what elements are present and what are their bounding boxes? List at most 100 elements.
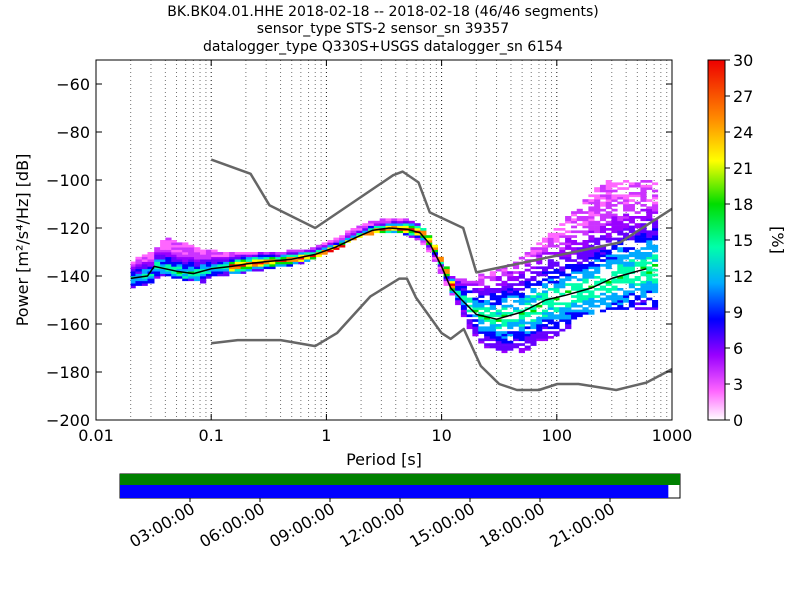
- histogram-cell: [466, 326, 473, 330]
- histogram-cell: [263, 261, 270, 265]
- histogram-cell: [547, 302, 554, 306]
- histogram-cell: [576, 278, 583, 282]
- histogram-cell: [605, 280, 612, 284]
- histogram-cell: [605, 302, 612, 306]
- histogram-cell: [245, 259, 253, 262]
- histogram-cell: [628, 204, 635, 207]
- histogram-cell: [292, 261, 299, 265]
- histogram-cell: [536, 280, 543, 284]
- histogram-cell: [617, 297, 624, 301]
- histogram-cell: [211, 259, 218, 262]
- histogram-cell: [623, 295, 630, 298]
- histogram-cell: [617, 276, 624, 279]
- histogram-cell: [652, 237, 659, 241]
- histogram-cell: [617, 247, 624, 250]
- histogram-cell: [617, 216, 624, 219]
- histogram-cell: [628, 218, 635, 222]
- histogram-cell: [617, 268, 624, 272]
- time-axis-ticks: 03:00:0006:00:0009:00:0012:00:0015:00:00…: [126, 498, 618, 551]
- histogram-cell: [286, 259, 294, 262]
- histogram-cell: [460, 314, 467, 318]
- histogram-cell: [576, 297, 583, 301]
- histogram-cell: [524, 333, 531, 337]
- histogram-cell: [402, 218, 409, 222]
- histogram-cell: [594, 230, 601, 234]
- histogram-cell: [507, 292, 514, 296]
- histogram-cell: [634, 254, 641, 258]
- histogram-cell: [611, 220, 618, 224]
- histogram-cell: [147, 261, 155, 265]
- histogram-cell: [611, 300, 618, 303]
- histogram-cell: [571, 271, 578, 274]
- histogram-cell: [605, 295, 612, 298]
- histogram-cell: [501, 350, 508, 354]
- histogram-cell: [594, 237, 601, 241]
- histogram-cell: [205, 259, 212, 262]
- histogram-cell: [135, 273, 143, 277]
- histogram-cell: [542, 331, 549, 334]
- histogram-cell: [484, 288, 491, 291]
- histogram-cell: [571, 259, 578, 262]
- histogram-cell: [414, 225, 421, 229]
- histogram-cell: [588, 244, 595, 248]
- histogram-cell: [588, 225, 595, 229]
- histogram-cell: [460, 278, 467, 282]
- histogram-cell: [495, 348, 502, 351]
- histogram-cell: [547, 331, 554, 334]
- histogram-cell: [472, 283, 479, 286]
- histogram-cell: [547, 264, 554, 267]
- histogram-cell: [489, 345, 497, 349]
- histogram-cell: [472, 309, 479, 313]
- histogram-cell: [524, 312, 531, 315]
- histogram-cell: [559, 280, 566, 284]
- histogram-cell: [588, 309, 595, 313]
- histogram-cell: [449, 276, 456, 279]
- histogram-cell: [628, 199, 635, 202]
- histogram-cell: [518, 328, 525, 332]
- histogram-cell: [513, 343, 520, 346]
- histogram-cell: [379, 230, 386, 234]
- histogram-cell: [507, 331, 514, 334]
- histogram-cell: [251, 259, 259, 262]
- histogram-cell: [344, 235, 351, 238]
- histogram-cell: [495, 343, 502, 346]
- histogram-cell: [513, 292, 520, 296]
- histogram-cell: [200, 276, 207, 279]
- histogram-cell: [489, 297, 497, 301]
- histogram-cell: [182, 268, 189, 272]
- histogram-cell: [553, 285, 560, 289]
- histogram-cell: [542, 278, 549, 282]
- x-tick-label: 1000: [652, 426, 693, 445]
- histogram-cell: [530, 312, 537, 315]
- histogram-cell: [542, 295, 549, 298]
- histogram-cell: [489, 307, 497, 310]
- histogram-cell: [588, 266, 595, 270]
- histogram-cell: [652, 259, 659, 262]
- histogram-cell: [542, 338, 549, 342]
- histogram-cell: [147, 254, 155, 258]
- histogram-cell: [251, 254, 259, 258]
- histogram-cell: [623, 216, 630, 219]
- histogram-cell: [553, 276, 560, 279]
- available-data-bar: [120, 474, 680, 485]
- histogram-cell: [182, 266, 189, 270]
- histogram-cell: [617, 295, 624, 298]
- histogram-cell: [611, 295, 618, 298]
- histogram-cell: [628, 192, 635, 195]
- histogram-cell: [605, 206, 612, 210]
- histogram-cell: [188, 249, 195, 253]
- histogram-cell: [594, 228, 601, 231]
- histogram-cell: [344, 230, 351, 234]
- histogram-cell: [165, 259, 172, 262]
- grid-lines: [130, 60, 668, 420]
- histogram-cell: [576, 230, 583, 234]
- histogram-cell: [628, 300, 635, 303]
- histogram-cell: [542, 249, 549, 253]
- histogram-cell: [460, 297, 467, 301]
- histogram-cell: [599, 187, 607, 190]
- histogram-cell: [286, 264, 294, 267]
- histogram-cell: [605, 189, 612, 193]
- histogram-cell: [594, 271, 601, 274]
- histogram-cell: [160, 264, 166, 267]
